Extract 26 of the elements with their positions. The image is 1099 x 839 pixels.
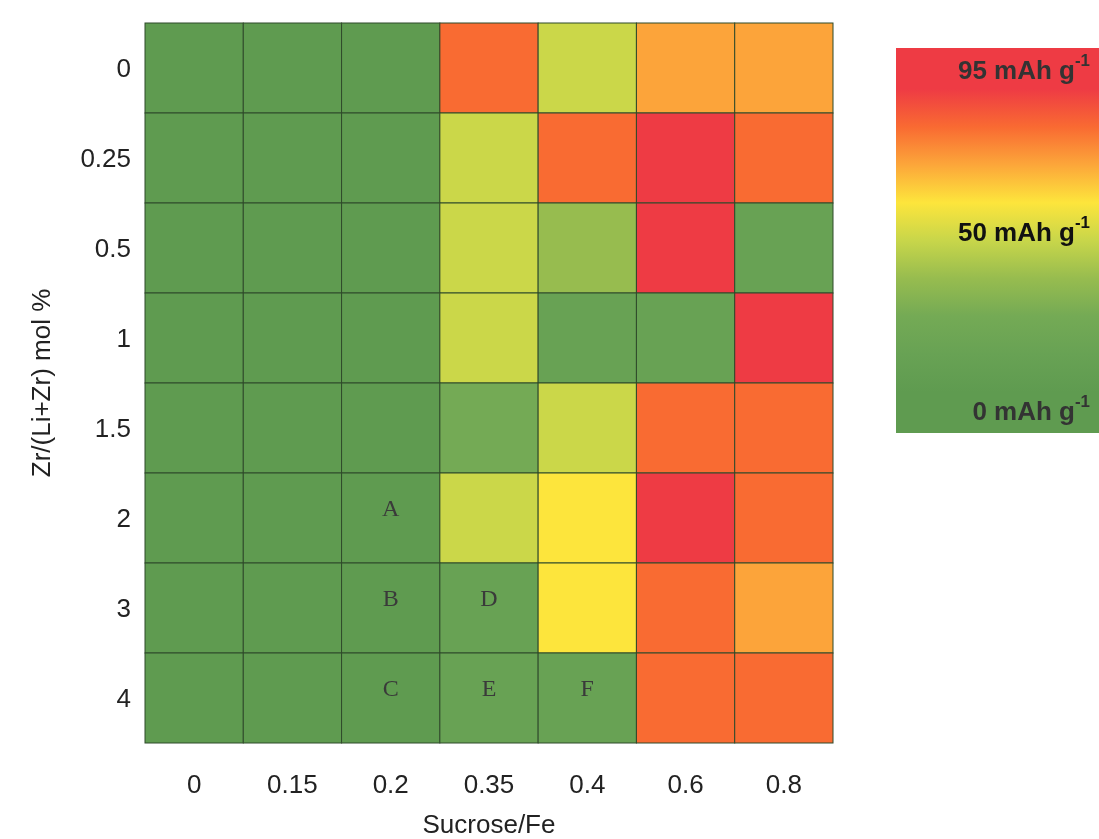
y-tick-label: 0.25 [80, 143, 131, 173]
data-label: C [382, 675, 399, 701]
y-tick-label: 1 [116, 323, 131, 353]
x-tick-label: 0.6 [667, 769, 704, 799]
x-axis-title: Sucrose/Fe [422, 809, 556, 839]
y-tick-label: 1.5 [94, 413, 131, 443]
x-tick-label: 0.15 [267, 769, 318, 799]
color-bar-label: 95 mAh g$^{-1}$ [957, 51, 1090, 85]
x-tick-label: 0.35 [463, 769, 515, 799]
y-tick-label: 2 [116, 503, 131, 533]
data-label: D [480, 585, 498, 611]
color-bar-label: 50 mAh g$^{-1}$ [957, 212, 1090, 247]
color-bar-label: 0 mAh g$^{-1}$ [972, 392, 1090, 426]
data-label: B [382, 585, 399, 611]
y-tick-label: 3 [116, 593, 131, 623]
y-tick-label: 0 [116, 53, 131, 83]
data-label: F [580, 675, 594, 701]
y-axis-title: Zr/(Li+Zr) mol % [26, 288, 56, 478]
x-tick-label: 0.2 [372, 769, 409, 799]
x-tick-label: 0.8 [765, 769, 802, 799]
y-tick-label: 4 [116, 683, 131, 713]
x-tick-label: 0 [186, 769, 202, 799]
data-label: E [481, 675, 497, 701]
x-tick-label: 0.4 [569, 769, 606, 799]
y-tick-label: 0.5 [94, 233, 131, 263]
data-label: A [382, 495, 401, 521]
